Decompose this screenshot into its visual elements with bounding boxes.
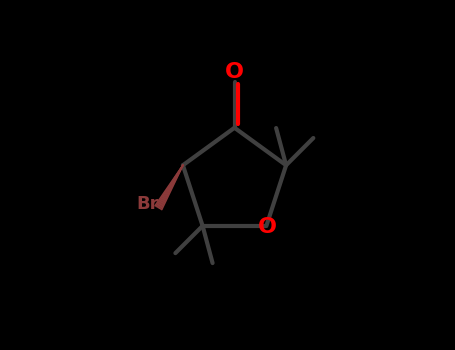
Text: O: O [225, 62, 244, 83]
Text: O: O [258, 217, 277, 237]
Text: Br: Br [136, 195, 158, 213]
